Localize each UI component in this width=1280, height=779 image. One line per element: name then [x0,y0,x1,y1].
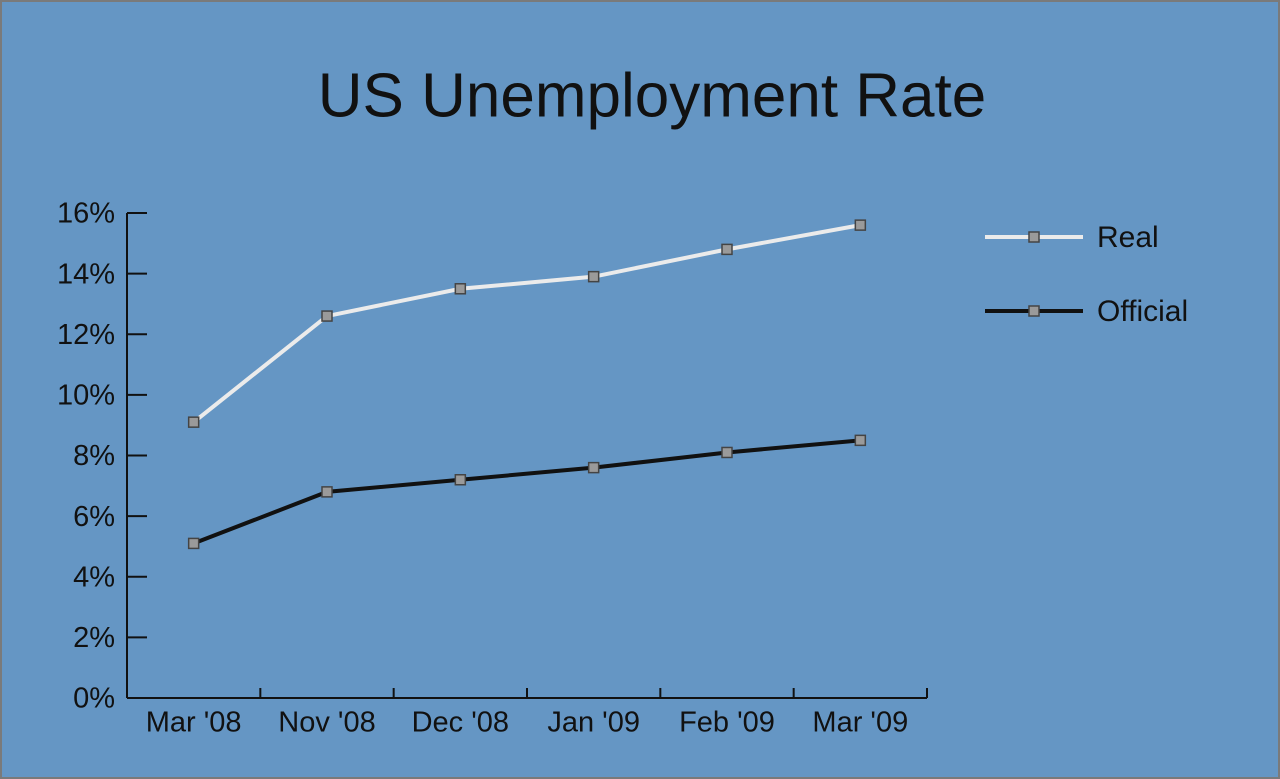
marker [721,446,733,459]
y-tick-label: 0% [73,683,115,715]
x-tick-label: Feb '09 [679,707,775,739]
marker [587,461,600,474]
legend-label: Real [1097,221,1159,254]
marker [721,243,733,256]
y-tick-label: 14% [57,258,115,290]
y-tick-label: 2% [73,622,115,654]
y-tick-label: 6% [73,501,115,533]
series-line [192,223,861,424]
y-tick-label: 16% [57,198,115,230]
marker [1028,305,1040,317]
marker [454,283,467,295]
legend-label: Official [1097,295,1188,328]
marker [454,474,467,486]
marker [587,270,600,283]
y-tick-label: 4% [73,561,115,593]
series-line [192,438,861,546]
marker [321,486,333,498]
marker [854,434,867,447]
chart-title: US Unemployment Rate [318,61,987,130]
x-tick-label: Nov '08 [278,707,375,739]
marker [187,537,200,550]
x-tick-label: Jan '09 [547,707,640,739]
x-tick-label: Dec '08 [412,707,509,739]
marker [1028,231,1040,243]
y-tick-label: 10% [57,380,115,412]
marker [854,219,867,231]
x-tick-label: Mar '09 [812,707,908,739]
y-tick-label: 12% [57,319,115,351]
marker [187,416,200,428]
x-tick-label: Mar '08 [146,707,242,739]
marker [321,310,333,322]
y-tick-label: 8% [73,440,115,472]
